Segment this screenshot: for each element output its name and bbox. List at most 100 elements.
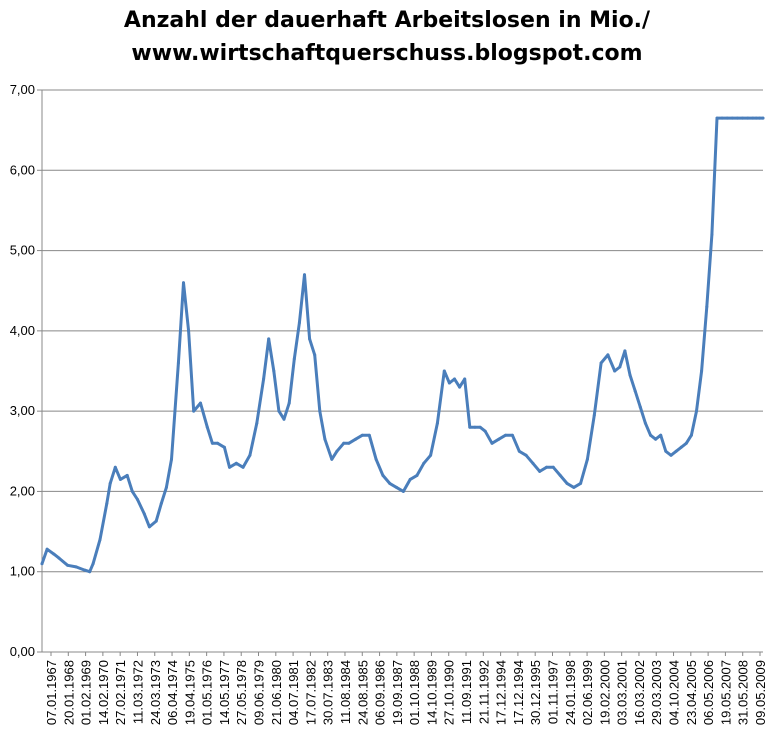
x-tick-label: 11.03.1972 xyxy=(130,660,145,724)
data-point xyxy=(313,353,317,357)
data-point xyxy=(746,116,750,120)
data-point xyxy=(205,425,209,429)
gridlines xyxy=(42,89,763,573)
data-point xyxy=(538,469,542,473)
data-point xyxy=(130,489,134,493)
x-tick-label: 31.05.2008 xyxy=(736,660,751,725)
data-point xyxy=(192,409,196,413)
data-point xyxy=(360,433,364,437)
data-point xyxy=(638,405,642,409)
x-tick-label: 21.11.1992 xyxy=(476,660,491,724)
data-point xyxy=(558,473,562,477)
data-point xyxy=(255,421,259,425)
data-point xyxy=(66,563,70,567)
data-point xyxy=(154,519,158,523)
x-tick-label: 27.02.1971 xyxy=(113,660,128,725)
data-point xyxy=(473,425,477,429)
data-point xyxy=(761,116,765,120)
data-point xyxy=(105,502,109,505)
data-point xyxy=(705,305,709,309)
data-point xyxy=(415,473,419,477)
data-point xyxy=(735,116,739,120)
data-point xyxy=(374,457,378,461)
data-point xyxy=(267,337,271,341)
data-point xyxy=(442,369,446,373)
data-point xyxy=(664,449,668,453)
data-point xyxy=(118,477,122,481)
chart-title-line-1: Anzahl der dauerhaft Arbeitslosen in Mio… xyxy=(123,8,651,33)
series-line xyxy=(40,116,765,574)
data-point xyxy=(176,361,180,365)
data-point xyxy=(241,465,245,469)
x-tick-label: 19.09.1987 xyxy=(390,660,405,725)
x-tick-label: 23.04.2005 xyxy=(684,660,699,725)
data-point xyxy=(395,485,398,489)
x-tick-label: 19.05.2007 xyxy=(718,660,733,725)
y-tick-label: 3,00 xyxy=(10,403,35,418)
data-point xyxy=(113,465,117,469)
data-point xyxy=(401,489,405,493)
x-tick-label: 11.09.1991 xyxy=(459,660,474,724)
data-point xyxy=(468,425,472,429)
data-point xyxy=(483,429,487,433)
data-point xyxy=(684,441,688,445)
x-tick-label: 20.01.1968 xyxy=(61,660,76,725)
data-point xyxy=(367,433,371,437)
x-axis-tick-labels: 07.01.1967 20.01.1968 01.02.1969 14.02.1970… xyxy=(44,660,768,725)
data-point xyxy=(633,389,637,393)
y-tick-label: 7,00 xyxy=(10,82,35,97)
x-tick-label: 04.07.1981 xyxy=(286,660,301,725)
x-tick-label: 09.05.2009 xyxy=(753,660,768,725)
data-point xyxy=(497,437,501,441)
data-point xyxy=(330,457,334,461)
x-tick-label: 01.02.1969 xyxy=(79,660,94,725)
data-point xyxy=(318,409,322,413)
data-point xyxy=(74,565,78,569)
data-point xyxy=(585,457,589,461)
data-point xyxy=(700,369,704,373)
data-point xyxy=(170,457,173,461)
data-point xyxy=(628,373,632,377)
x-tick-label: 14.05.1977 xyxy=(217,660,232,725)
data-point xyxy=(623,349,627,353)
x-tick-label: 24.08.1985 xyxy=(355,660,370,725)
y-tick-label: 6,00 xyxy=(10,162,35,177)
data-point xyxy=(695,409,698,413)
x-tick-label: 30.07.1983 xyxy=(321,660,336,725)
x-tick-label: 24.03.1973 xyxy=(148,660,163,725)
data-point xyxy=(308,337,312,341)
data-point xyxy=(342,441,346,445)
data-point xyxy=(91,562,95,566)
data-point xyxy=(292,357,296,361)
data-point xyxy=(228,465,231,469)
x-tick-label: 02.06.1999 xyxy=(580,660,595,725)
y-tick-label: 5,00 xyxy=(10,243,35,258)
axes xyxy=(37,89,763,656)
data-point xyxy=(710,233,714,236)
data-point xyxy=(504,433,508,437)
x-tick-label: 11.08.1984 xyxy=(338,660,353,724)
data-point xyxy=(222,445,226,449)
data-point xyxy=(216,441,220,445)
data-point xyxy=(159,502,163,505)
data-point xyxy=(654,437,658,441)
chart-title-line-2: www.wirtschaftquerschuss.blogspot.com xyxy=(131,41,643,66)
data-point xyxy=(388,481,392,485)
x-tick-label: 07.01.1967 xyxy=(44,660,59,725)
x-tick-label: 24.01.1998 xyxy=(563,660,578,725)
data-point xyxy=(531,461,535,465)
data-point xyxy=(282,417,286,421)
x-tick-label: 01.05.1976 xyxy=(200,660,215,725)
data-point xyxy=(447,381,451,385)
x-tick-label: 16.03.2002 xyxy=(632,660,647,725)
data-point xyxy=(303,273,306,277)
y-tick-label: 2,00 xyxy=(10,483,35,498)
x-tick-label: 06.09.1986 xyxy=(373,660,388,725)
data-point xyxy=(354,437,358,441)
series-layer xyxy=(40,116,765,574)
data-point xyxy=(408,477,412,481)
data-point xyxy=(347,441,351,445)
data-point xyxy=(164,485,168,489)
x-tick-label: 27.10.1990 xyxy=(442,660,457,725)
